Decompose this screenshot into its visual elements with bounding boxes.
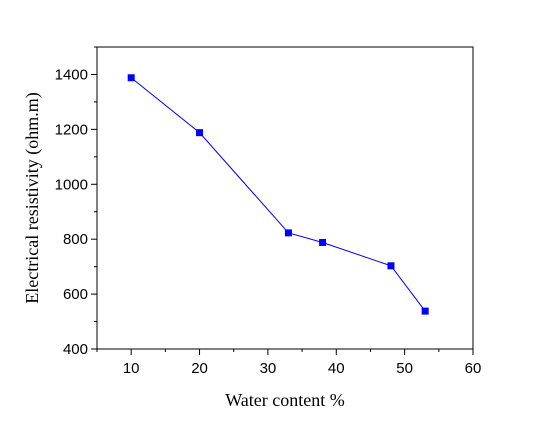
y-axis: 400 600 800 1000 1200 1400 (55, 46, 97, 358)
series-layer (127, 74, 429, 315)
y-axis-title: Electrical resistivity (ohm.m) (22, 92, 43, 303)
y-tick-label: 400 (63, 341, 88, 358)
data-point (284, 229, 292, 237)
plot-frame (96, 46, 474, 350)
series-line (130, 77, 426, 312)
y-tick-label: 1400 (55, 66, 88, 83)
x-axis: 10 20 30 40 50 60 (96, 349, 482, 377)
data-point (421, 307, 429, 315)
x-tick-label: 30 (260, 360, 277, 377)
data-point (319, 238, 327, 246)
x-tick-label: 10 (123, 360, 140, 377)
x-tick-label: 50 (396, 360, 413, 377)
x-tick-label: 40 (328, 360, 345, 377)
y-tick-label: 600 (63, 286, 88, 303)
x-tick-label: 60 (465, 360, 482, 377)
x-tick-label: 20 (191, 360, 208, 377)
data-point (127, 74, 135, 82)
y-tick-label: 1000 (55, 176, 88, 193)
y-tick-label: 800 (63, 231, 88, 248)
data-point (196, 129, 204, 137)
x-axis-title: Water content % (225, 390, 345, 410)
data-point (387, 262, 395, 270)
y-tick-label: 1200 (55, 121, 88, 138)
